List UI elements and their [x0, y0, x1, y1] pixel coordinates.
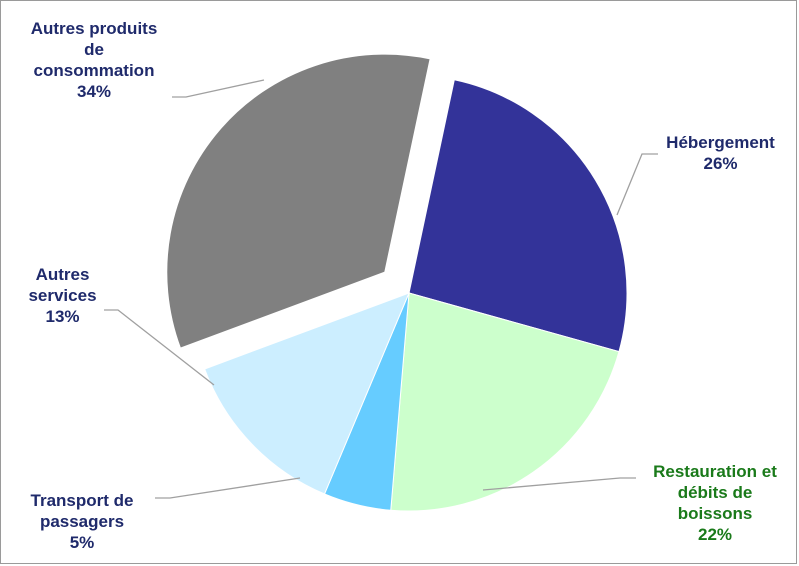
label-transport-line1: Transport de [30, 491, 134, 510]
pie-slice-1 [390, 292, 620, 512]
label-hebergement-pct: 26% [703, 154, 738, 173]
label-autres-produits-line2: de [84, 40, 104, 59]
leader-line-3 [104, 309, 215, 386]
label-hebergement-name: Hébergement [666, 133, 775, 152]
leader-line-4 [172, 79, 265, 98]
leader-line-2 [155, 477, 301, 499]
leader-line-1 [482, 477, 636, 491]
label-hebergement: Hébergement 26% [642, 132, 799, 174]
label-restauration-line3: boissons [677, 504, 753, 523]
leader-line-0 [616, 153, 658, 216]
label-restauration-pct: 22% [697, 525, 733, 544]
label-autres-services-pct: 13% [45, 307, 80, 326]
label-autres-produits-line1: Autres produits [30, 19, 158, 38]
label-autres-produits-line3: consommation [33, 61, 155, 80]
label-autres-services-line1: Autres [35, 265, 90, 284]
label-transport: Transport de passagers 5% [12, 490, 152, 553]
label-autres-services: Autres services 13% [10, 264, 115, 327]
label-autres-produits: Autres produits de consommation 34% [14, 18, 174, 102]
pie-slice-4 [166, 53, 431, 349]
label-transport-pct: 5% [69, 533, 95, 552]
label-restauration-line2: débits de [677, 483, 753, 502]
label-autres-services-line2: services [28, 286, 97, 305]
label-autres-produits-pct: 34% [76, 82, 112, 101]
label-restauration: Restauration et débits de boissons 22% [630, 461, 799, 545]
label-transport-line2: passagers [39, 512, 125, 531]
label-restauration-line1: Restauration et [653, 462, 777, 481]
pie-slice-0 [408, 79, 628, 353]
